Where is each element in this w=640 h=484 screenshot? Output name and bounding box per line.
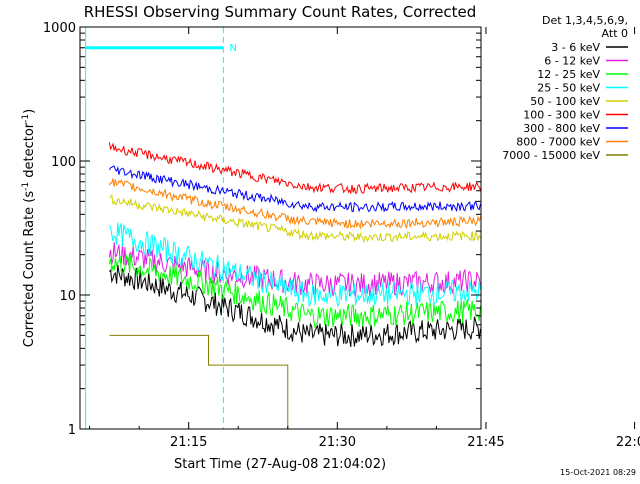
chart-title: RHESSI Observing Summary Count Rates, Co… [84,3,477,21]
x-axis-label: Start Time (27-Aug-08 21:04:02) [174,457,386,472]
legend-item-label: 6 - 12 keV [544,55,600,68]
y-axis-label: Corrected Count Rate (s-1 detector-1) [21,109,37,347]
x-tick-label: 21:15 [170,435,207,450]
legend-item-label: 300 - 800 keV [523,122,600,135]
series-line-3 [108,222,481,308]
legend-item-label: 25 - 50 keV [537,82,600,95]
legend-item-label: 12 - 25 keV [537,68,600,81]
legend-item-label: 800 - 7000 keV [516,136,600,149]
legend-item-label: 50 - 100 keV [530,95,600,108]
series-line-2 [108,254,481,328]
series-line-7 [108,178,481,230]
series-line-0 [109,264,481,347]
x-tick-label: 21:30 [319,435,356,450]
legend-header-line2: Att 0 [602,27,628,40]
legend-header-line1: Det 1,3,4,5,6,9, [542,14,628,27]
series-line-6 [108,165,481,213]
legend-item-label: 7000 - 15000 keV [502,149,600,162]
legend-item-label: 100 - 300 keV [523,109,600,122]
legend-item-label: 3 - 6 keV [551,41,600,54]
night-marker-label: N [229,43,236,54]
series-line-4 [109,193,481,244]
series-line-8 [109,334,481,429]
y-tick-label: 100 [51,155,76,170]
y-tick-label: 1 [68,423,76,438]
footer-date: 15-Oct-2021 08:29 [560,468,636,477]
series-line-5 [108,142,481,195]
x-tick-label: 21:45 [467,435,504,450]
y-tick-label: 1000 [43,21,76,36]
x-tick-label: 22:00 [616,435,640,450]
y-tick-label: 10 [59,289,76,304]
plot-frame [79,26,482,430]
